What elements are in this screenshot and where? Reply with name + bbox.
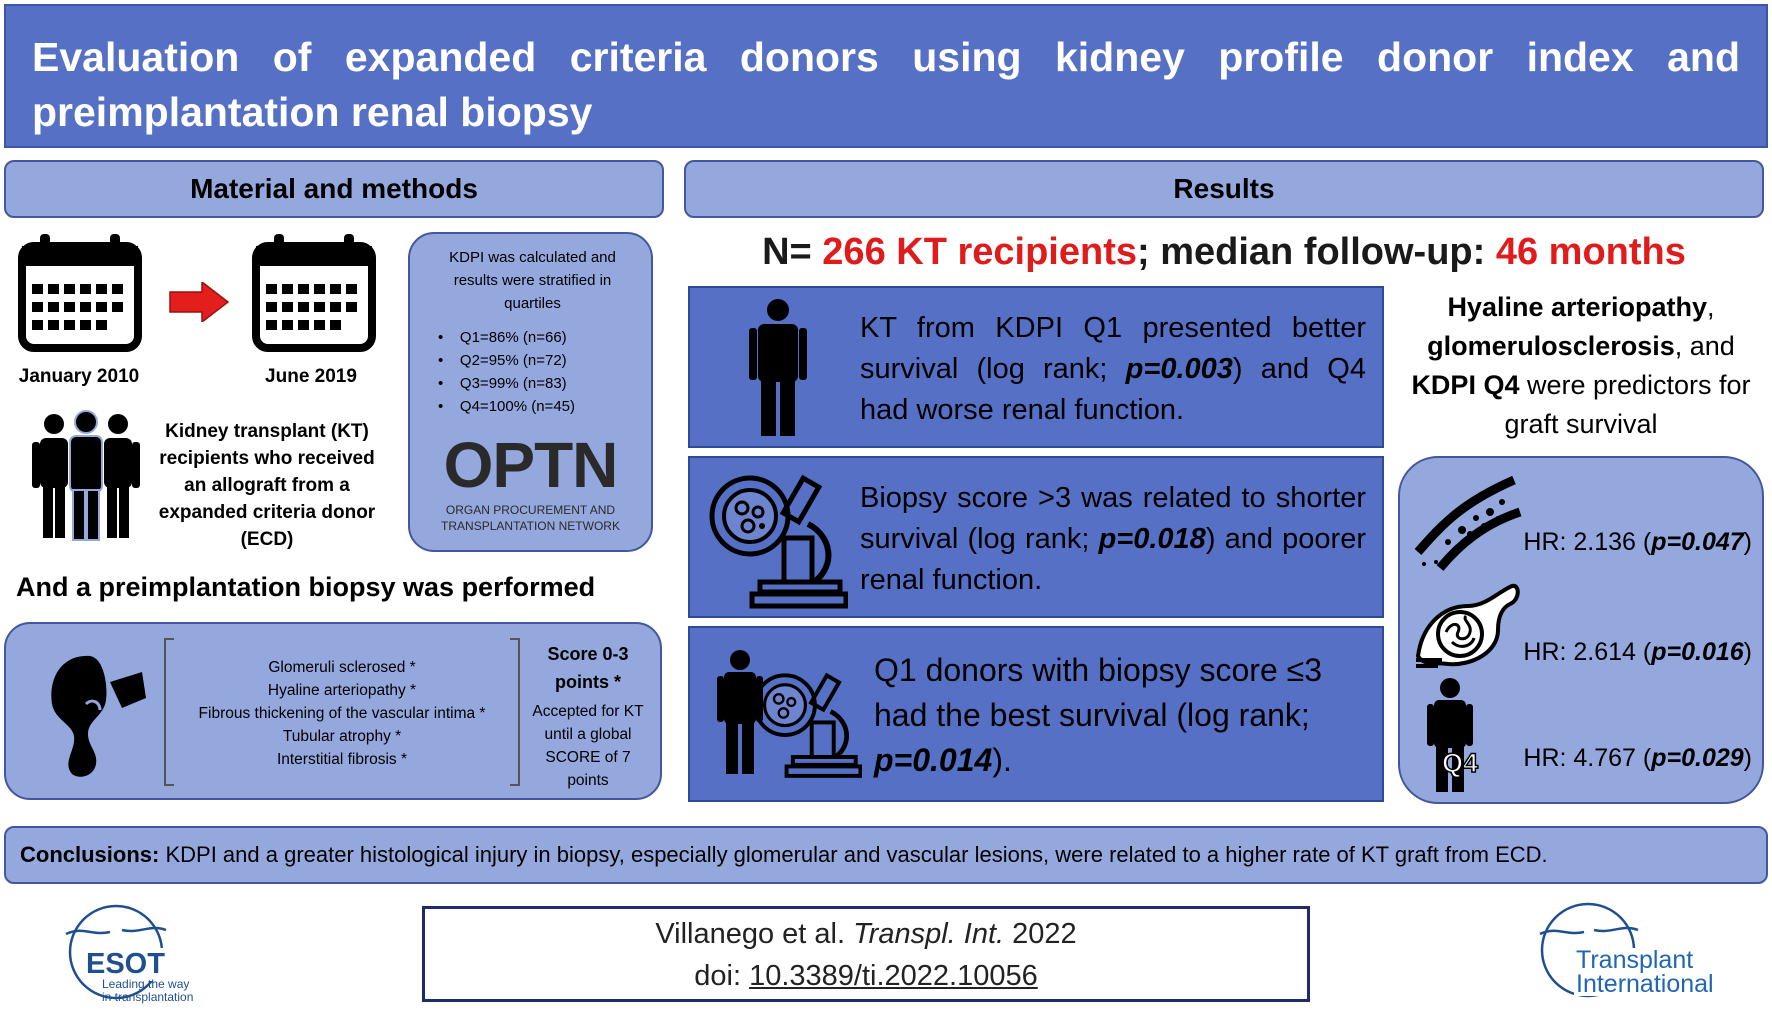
quartile-list: • Q1=86% (n=66) • Q2=95% (n=72) • Q3=99%… xyxy=(438,326,575,418)
results-header: Results xyxy=(684,160,1764,218)
people-group-icon xyxy=(32,410,140,541)
score-title: Score 0-3 points * xyxy=(547,644,629,692)
biopsy-heading: And a preimplantation biopsy was perform… xyxy=(16,572,596,602)
kdpi-intro: KDPI was calculated and results were str… xyxy=(449,249,616,312)
optn-subtitle: ORGAN PROCUREMENT AND TRANSPLANTATION NET… xyxy=(441,503,620,533)
conclusions-box: Conclusions: KDPI and a greater histolog… xyxy=(4,826,1768,884)
hr-hyaline: HR: 2.136 (p=0.047) xyxy=(1523,528,1752,556)
person-icon xyxy=(1427,678,1473,792)
list-item: • Q1=86% (n=66) xyxy=(438,329,567,346)
result-box-kdpi: KT from KDPI Q1 presented better surviva… xyxy=(688,286,1384,448)
optn-logo: OPTN xyxy=(443,429,619,501)
hr-kdpi-q4: HR: 4.767 (p=0.029) xyxy=(1523,744,1752,772)
calendar-icon xyxy=(252,234,376,352)
follow-up-months: 46 months xyxy=(1495,231,1686,273)
results-summary: N= 266 KT recipients; median follow-up: … xyxy=(762,231,1686,273)
hr-glomerulosclerosis: HR: 2.614 (p=0.016) xyxy=(1523,638,1752,666)
person-icon xyxy=(717,650,763,774)
arrow-right-icon xyxy=(169,282,230,322)
microscope-icon xyxy=(753,672,862,778)
list-item: Glomeruli sclerosed * xyxy=(268,659,416,676)
esot-logo-text: ESOT xyxy=(82,948,169,981)
result-text-biopsy: Biopsy score >3 was related to shorter s… xyxy=(860,482,1366,596)
person-icon xyxy=(749,299,807,436)
list-item: Fibrous thickening of the vascular intim… xyxy=(198,705,486,722)
microscope-icon xyxy=(709,474,848,609)
list-item: • Q3=99% (n=83) xyxy=(438,375,567,392)
predictors-text: Hyaline arteriopathy, glomerulosclerosis… xyxy=(1411,292,1751,439)
recipients-text: Kidney transplant (KT) recipients who re… xyxy=(158,421,376,550)
transplant-international-text: Transplant International xyxy=(1574,946,1716,998)
list-item: • Q4=100% (n=45) xyxy=(438,398,575,415)
n-recipients: 266 KT recipients xyxy=(822,231,1137,273)
methods-header: Material and methods xyxy=(4,160,664,218)
citation-doi: doi: 10.3389/ti.2022.10056 xyxy=(694,960,1038,992)
result-box-biopsy: Biopsy score >3 was related to shorter s… xyxy=(688,456,1384,618)
glomerulus-icon xyxy=(1415,583,1520,668)
kdpi-box: KDPI was calculated and results were str… xyxy=(408,232,653,552)
list-item: Tubular atrophy * xyxy=(282,728,402,745)
result-box-combined: Q1 donors with biopsy score ≤3 had the b… xyxy=(688,626,1384,802)
hazard-ratio-box: HR: 2.136 (p=0.047) HR: 2.614 (p=0.016) … xyxy=(1398,456,1764,804)
citation-authors: Villanego et al. Transpl. Int. 2022 xyxy=(655,918,1077,950)
citation-box: Villanego et al. Transpl. Int. 2022 doi:… xyxy=(422,906,1310,1002)
list-item: • Q2=95% (n=72) xyxy=(438,352,567,369)
esot-tagline: Leading the way in transplantation xyxy=(102,977,194,1004)
result-text-combined: Q1 donors with biopsy score ≤3 had the b… xyxy=(874,652,1322,778)
score-text: Accepted for KT until a global SCORE of … xyxy=(532,703,644,789)
result-text-kdpi: KT from KDPI Q1 presented better surviva… xyxy=(860,312,1366,426)
date-start: January 2010 xyxy=(18,366,140,387)
page-title: Evaluation of expanded criteria donors u… xyxy=(4,4,1768,148)
q4-label: Q4 xyxy=(1441,747,1479,779)
artery-icon xyxy=(1414,475,1522,571)
criteria-box: Glomeruli sclerosed * Hyaline arteriopat… xyxy=(4,622,662,800)
calendar-icon xyxy=(18,234,142,352)
bracket-left xyxy=(164,638,174,786)
bracket-right xyxy=(510,638,520,786)
criteria-list: Glomeruli sclerosed * Hyaline arteriopat… xyxy=(172,656,512,771)
date-end: June 2019 xyxy=(265,366,357,387)
list-item: Hyaline arteriopathy * xyxy=(267,682,417,699)
list-item: Interstitial fibrosis * xyxy=(276,751,408,768)
kidney-biopsy-icon xyxy=(51,655,146,777)
doi-link[interactable]: 10.3389/ti.2022.10056 xyxy=(749,960,1038,992)
